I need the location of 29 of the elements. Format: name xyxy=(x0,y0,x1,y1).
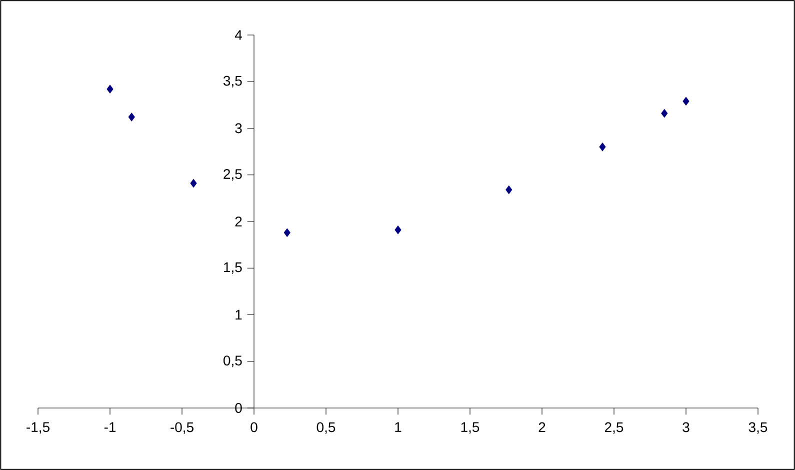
y-tick-label: 0 xyxy=(235,403,242,413)
point xyxy=(506,186,512,194)
x-tick-label: 0 xyxy=(250,422,258,432)
x-tick-label: 3 xyxy=(682,422,690,432)
point xyxy=(190,178,197,188)
point xyxy=(284,228,290,237)
x-tick-label: -1 xyxy=(104,422,116,432)
x-tick-label: -1,5 xyxy=(26,422,50,434)
point xyxy=(661,109,668,118)
point xyxy=(128,112,135,122)
x-tick-label: 1,5 xyxy=(461,422,480,434)
point xyxy=(106,84,114,94)
y-tick-label: 3,5 xyxy=(223,76,242,88)
x-tick-label: 2 xyxy=(538,422,546,432)
point xyxy=(394,226,402,234)
x-tick-label: 1 xyxy=(395,422,402,432)
y-tick-label: 3 xyxy=(235,123,242,134)
x-tick-label: 0,5 xyxy=(316,422,336,434)
point xyxy=(599,142,606,152)
y-tick-label: 2 xyxy=(235,216,242,226)
y-tick-label: 0,5 xyxy=(223,356,242,368)
x-tick-label: 3,5 xyxy=(748,422,768,434)
x-tick-label: 2,5 xyxy=(604,422,624,434)
x-tick-label: -0,5 xyxy=(170,422,194,434)
y-tick-label: 1,5 xyxy=(224,262,242,274)
y-tick-label: 2,5 xyxy=(224,169,242,181)
point xyxy=(682,96,690,106)
y-tick-label: 4 xyxy=(234,30,242,40)
y-tick-label: 1 xyxy=(236,310,242,320)
